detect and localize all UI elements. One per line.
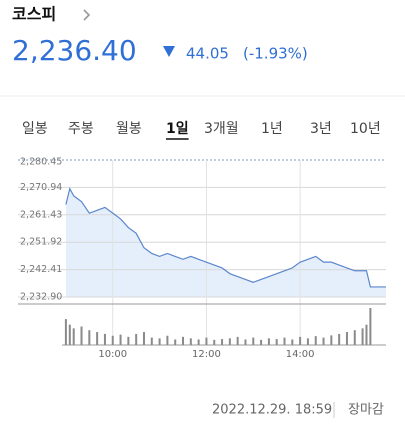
volume-bar bbox=[174, 339, 177, 345]
volume-bar bbox=[306, 338, 309, 345]
volume-bar bbox=[353, 330, 356, 345]
volume-bar bbox=[182, 336, 185, 345]
chevron[interactable] bbox=[83, 9, 91, 21]
volume-bar bbox=[127, 336, 130, 345]
volume-bar bbox=[322, 337, 325, 345]
change-pct: (-1.93%) bbox=[243, 45, 308, 63]
volume-bar bbox=[299, 336, 302, 345]
volume-bar bbox=[213, 339, 216, 345]
tab[interactable]: 3년 bbox=[310, 121, 332, 137]
y-tick-label: 2,232.90 bbox=[20, 292, 62, 303]
volume-bar bbox=[291, 339, 294, 345]
volume-bar bbox=[119, 334, 122, 345]
chart: 2,232.90 2,242.41 2,251.92 2,261.43 2,270.94… bbox=[18, 157, 386, 360]
y-tick-label: 2,261.43 bbox=[20, 209, 62, 220]
x-tick-label: 10:00 bbox=[98, 349, 127, 360]
volume-bar bbox=[330, 335, 333, 345]
change: 44.05 bbox=[186, 45, 229, 63]
volume-bar bbox=[221, 339, 224, 345]
tab[interactable]: 1일 bbox=[166, 121, 189, 137]
volume-bar bbox=[68, 324, 71, 345]
volume-bar bbox=[111, 335, 114, 345]
volume-bar bbox=[158, 338, 161, 345]
volume-bar bbox=[135, 333, 138, 345]
volume-bar bbox=[283, 337, 286, 345]
x-tick-label: 14:00 bbox=[286, 349, 315, 360]
volume-bar bbox=[338, 333, 341, 345]
volume-bar bbox=[365, 324, 368, 345]
volume-bar bbox=[64, 319, 67, 345]
tabs: 일봉 주봉 월봉 1일 3개월 1년 3년 10년 bbox=[22, 121, 381, 140]
volume-bar bbox=[189, 338, 192, 345]
y-tick-label: 2,251.92 bbox=[20, 237, 62, 248]
tab[interactable]: 월봉 bbox=[116, 121, 142, 137]
tab[interactable]: 3개월 bbox=[204, 121, 239, 137]
tab[interactable]: 10년 bbox=[350, 121, 381, 137]
volume-bar bbox=[252, 337, 255, 345]
tab[interactable]: 주봉 bbox=[68, 121, 94, 137]
tab[interactable]: 1년 bbox=[261, 121, 283, 137]
volume-bar bbox=[369, 308, 372, 345]
y-tick-label: 2,242.41 bbox=[20, 264, 62, 275]
price-line bbox=[65, 187, 386, 288]
volume-bar bbox=[275, 339, 278, 345]
volume-bar bbox=[150, 337, 153, 345]
volume-bar bbox=[314, 336, 317, 345]
volume-bar bbox=[228, 338, 231, 345]
volume-bar bbox=[197, 339, 200, 345]
tab[interactable]: 일봉 bbox=[22, 121, 48, 137]
market-status: 장마감 bbox=[348, 403, 384, 418]
price: 2,236.40 bbox=[12, 34, 137, 67]
timestamp: 2022.12.29. 18:59 bbox=[212, 403, 332, 418]
volume-bar bbox=[361, 328, 364, 345]
x-tick-label: 12:00 bbox=[192, 349, 221, 360]
volume-bar bbox=[72, 328, 75, 345]
volume-bar bbox=[103, 333, 106, 345]
title[interactable]: 코스피 bbox=[12, 5, 56, 24]
volume-bar bbox=[166, 335, 169, 345]
volume-bar bbox=[267, 338, 270, 345]
volume-bar bbox=[236, 336, 239, 345]
down-arrow bbox=[163, 46, 175, 57]
volume-bar bbox=[260, 339, 263, 345]
volume-bar bbox=[345, 332, 348, 345]
volume-bar bbox=[142, 332, 145, 345]
price-area bbox=[65, 188, 386, 297]
volume-bar bbox=[96, 332, 99, 345]
volume-bar bbox=[244, 339, 247, 345]
y-tick-label: 2,270.94 bbox=[20, 182, 62, 193]
volume-bar bbox=[88, 330, 91, 345]
y-tick-label: 2,280.45 bbox=[20, 157, 62, 168]
volume-bar bbox=[80, 326, 83, 345]
volume-bar bbox=[205, 337, 208, 345]
